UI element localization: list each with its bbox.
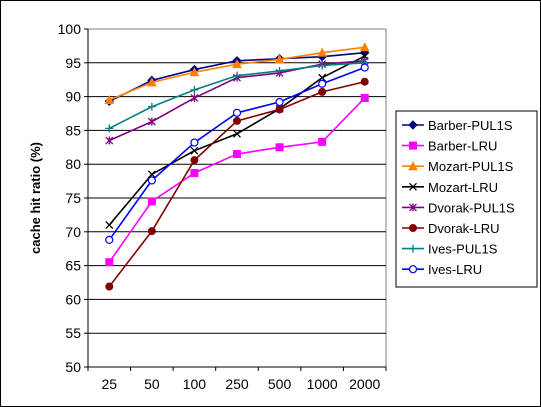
legend-label-mozart-lru: Mozart-LRU	[428, 180, 498, 195]
y-tick-label: 90	[65, 89, 81, 105]
data-point-barber-lru	[147, 197, 156, 206]
data-point-barber-lru	[360, 93, 369, 102]
legend-box	[395, 110, 538, 288]
data-point-dvorak-pul1s	[105, 136, 114, 145]
data-point-ives-lru	[275, 97, 284, 107]
y-tick-label: 100	[58, 21, 82, 37]
legend-marker-mozart-pul1s	[408, 161, 418, 171]
y-tick-label: 65	[65, 258, 81, 274]
data-point-dvorak-lru	[318, 87, 327, 96]
data-point-mozart-pul1s	[147, 77, 157, 87]
data-point-ives-lru	[360, 63, 369, 72]
data-point-dvorak-lru	[190, 156, 199, 165]
legend-label-barber-pul1s: Barber-PUL1S	[428, 118, 513, 133]
data-point-ives-lru	[318, 79, 327, 88]
data-point-ives-pul1s	[318, 61, 327, 70]
data-point-mozart-pul1s	[317, 47, 327, 57]
x-tick-label: 1000	[307, 376, 338, 392]
legend-marker-dvorak-lru	[409, 224, 417, 232]
data-point-ives-lru	[232, 108, 242, 117]
x-tick-label: 100	[183, 376, 207, 392]
data-point-mozart-pul1s	[359, 42, 370, 52]
data-point-ives-pul1s	[275, 66, 284, 75]
data-point-barber-lru	[275, 143, 284, 152]
y-tick-label: 95	[65, 55, 81, 71]
data-point-mozart-lru	[318, 73, 327, 82]
data-point-mozart-lru	[233, 129, 241, 138]
data-point-barber-lru	[105, 258, 114, 267]
data-point-ives-pul1s	[190, 85, 199, 94]
data-point-dvorak-lru	[360, 77, 369, 86]
data-point-ives-pul1s	[105, 124, 114, 133]
legend-marker-ives-pul1s	[409, 244, 417, 253]
data-point-ives-lru	[147, 176, 156, 185]
legend-label-barber-lru: Barber-LRU	[428, 139, 497, 154]
data-point-mozart-lru	[105, 221, 114, 229]
data-point-ives-pul1s	[233, 71, 241, 80]
legend-marker-barber-pul1s	[408, 120, 418, 130]
x-tick-label: 500	[268, 376, 292, 392]
x-tick-label: 250	[225, 376, 249, 392]
y-tick-label: 85	[65, 122, 81, 138]
data-point-barber-lru	[233, 150, 241, 159]
data-point-barber-lru	[190, 168, 199, 177]
legend-marker-mozart-lru	[409, 182, 417, 191]
data-point-dvorak-pul1s	[147, 117, 156, 126]
data-point-dvorak-lru	[275, 105, 284, 114]
data-point-barber-lru	[318, 137, 327, 146]
y-tick-label: 80	[65, 156, 81, 172]
data-point-dvorak-lru	[147, 227, 156, 236]
data-point-ives-pul1s	[147, 102, 156, 111]
legend-label-dvorak-pul1s: Dvorak-PUL1S	[428, 200, 515, 215]
data-point-ives-lru	[105, 235, 114, 245]
y-tick-label: 70	[65, 224, 81, 240]
legend-label-ives-pul1s: Ives-PUL1S	[428, 242, 498, 257]
x-tick-label: 50	[144, 376, 160, 392]
y-tick-label: 75	[65, 190, 81, 206]
data-point-dvorak-lru	[105, 282, 114, 291]
legend-label-mozart-pul1s: Mozart-PUL1S	[428, 159, 514, 174]
data-point-mozart-pul1s	[104, 94, 115, 104]
y-axis-label: cache hit ratio (%)	[28, 142, 43, 254]
y-tick-label: 55	[65, 325, 81, 341]
data-point-mozart-lru	[147, 170, 156, 179]
legend-marker-ives-lru	[408, 265, 418, 274]
y-tick-label: 60	[65, 291, 81, 307]
legend-label-dvorak-lru: Dvorak-LRU	[428, 221, 500, 236]
legend-marker-dvorak-pul1s	[409, 203, 417, 212]
data-point-dvorak-pul1s	[190, 93, 199, 102]
x-tick-label: 2000	[349, 376, 380, 392]
legend-marker-barber-lru	[409, 141, 417, 150]
data-point-mozart-lru	[190, 146, 199, 155]
data-point-mozart-pul1s	[189, 67, 200, 77]
x-tick-label: 25	[101, 376, 117, 392]
data-point-mozart-pul1s	[232, 59, 242, 69]
data-point-ives-lru	[190, 138, 199, 147]
data-point-mozart-pul1s	[274, 54, 285, 64]
legend-label-ives-lru: Ives-LRU	[428, 262, 482, 277]
y-tick-label: 50	[65, 359, 81, 375]
data-point-dvorak-lru	[233, 116, 241, 125]
